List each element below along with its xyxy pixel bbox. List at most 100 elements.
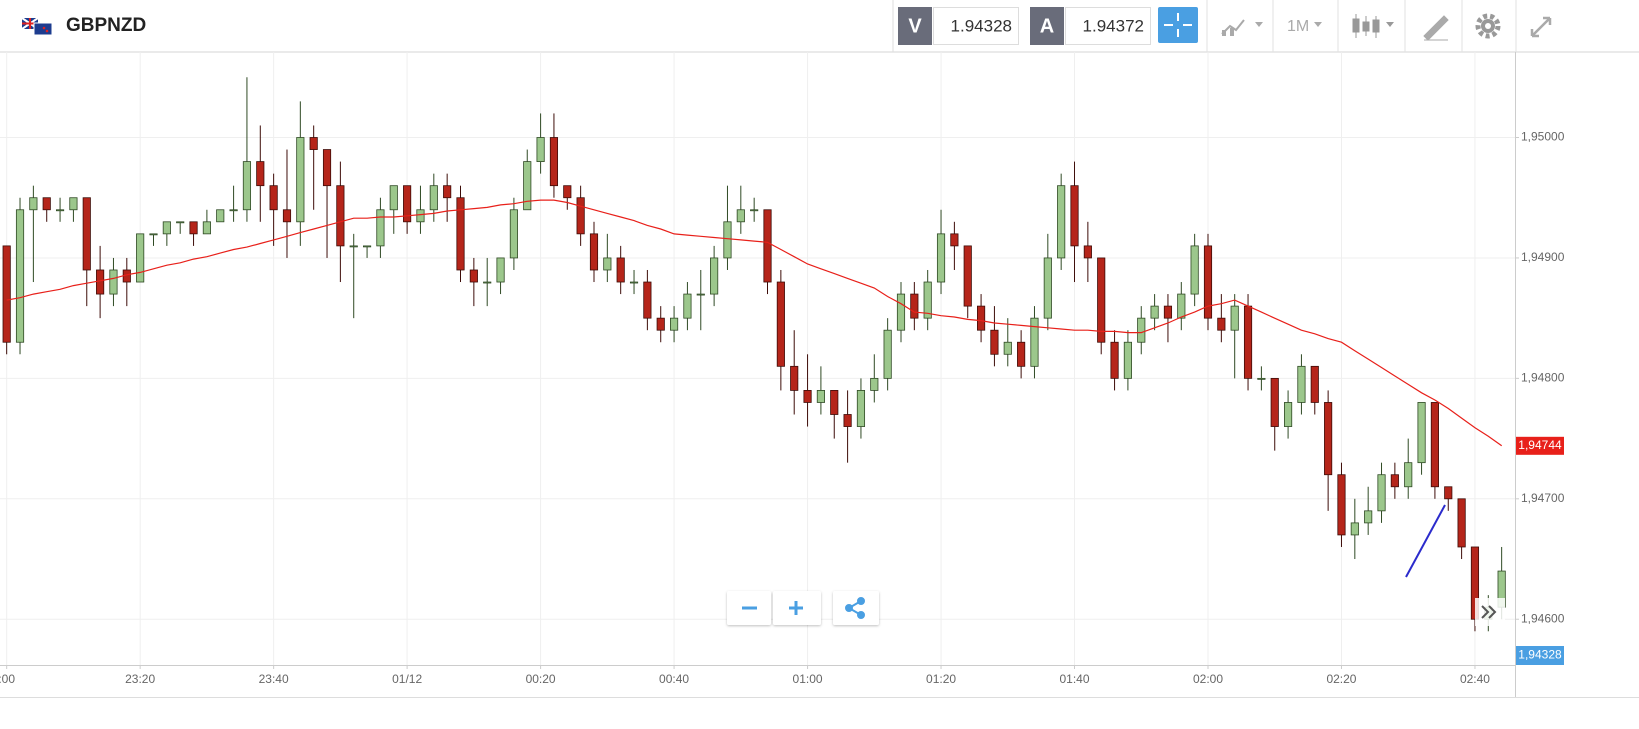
candle-body [816, 390, 825, 403]
toolbar [0, 0, 1639, 52]
candle-body [229, 209, 238, 212]
x-tick-label: 01:00 [793, 672, 823, 686]
candle-body [296, 137, 305, 223]
candle-body [1444, 486, 1453, 500]
candle-body [509, 209, 518, 259]
candle-body [629, 281, 639, 284]
candle-body [443, 185, 452, 199]
candle-body [656, 317, 665, 331]
timeframe[interactable]: 1M [1287, 18, 1309, 35]
candle-body [603, 257, 612, 271]
candle-body [670, 317, 679, 331]
candle-body [990, 329, 999, 355]
candle-body [1270, 377, 1279, 427]
candle-body [362, 245, 372, 248]
candle-body [683, 293, 692, 319]
candle-body [1377, 474, 1386, 512]
chart-type-button[interactable] [1221, 19, 1263, 36]
candle-body [723, 221, 732, 259]
candle-body [1083, 245, 1092, 259]
candle-body [1137, 317, 1146, 343]
candle-body [1057, 185, 1066, 259]
fullscreen-button[interactable] [1530, 16, 1552, 38]
candle-body [96, 269, 105, 295]
candle-body [1324, 402, 1333, 476]
candle-body [1030, 317, 1039, 367]
flag [21, 17, 53, 36]
candle-body [750, 209, 759, 212]
candle-body [162, 221, 171, 235]
bid-button[interactable] [898, 7, 932, 45]
candle-body [456, 197, 465, 271]
candle-body [643, 281, 652, 319]
y-tick-label: 1,94600 [1521, 611, 1565, 625]
candle-body [1297, 365, 1306, 403]
share-button[interactable] [833, 591, 879, 625]
candle-body [82, 197, 91, 271]
grid [0, 52, 1515, 665]
candle-body [136, 233, 145, 283]
candle-body [536, 137, 545, 162]
candle-body [616, 257, 625, 283]
candle-body [483, 281, 492, 284]
candle-body [216, 209, 225, 223]
scroll-right-icon [1481, 605, 1497, 619]
candle-body [736, 209, 745, 223]
candle-body [189, 221, 198, 235]
candle-body [109, 269, 118, 295]
candle-body [923, 281, 932, 319]
candle-body [1417, 402, 1426, 464]
draw-button[interactable] [1423, 15, 1449, 41]
scroll-right-button[interactable] [1475, 598, 1505, 626]
candle-body [336, 185, 345, 247]
ask-button[interactable] [1030, 7, 1064, 45]
candle-body [790, 365, 799, 391]
timeframe-caret [1314, 22, 1322, 27]
settings-button[interactable] [1475, 13, 1501, 39]
candle-body [1190, 245, 1199, 295]
ticks: 1,94600 1,94700 1,94800 1,94900 1,95000:00 23… [0, 130, 1565, 686]
candle-body [1097, 257, 1106, 343]
candle-body [977, 305, 986, 331]
x-tick-label: 02:40 [1460, 672, 1490, 686]
x-tick-label: 23:40 [259, 672, 289, 686]
candle-body [389, 185, 398, 211]
ask-price: 1.94372 [1083, 16, 1144, 35]
candle-body [282, 209, 292, 223]
candle-body [1110, 341, 1119, 379]
candle-body [883, 329, 892, 379]
candle-body [589, 233, 599, 271]
y-tick-label: 1,94800 [1521, 371, 1565, 385]
candle-body [256, 161, 265, 187]
symbol: GBPNZD [66, 15, 146, 36]
candle-type-button[interactable] [1352, 14, 1394, 38]
candle-body [856, 390, 866, 427]
candle-body [1217, 317, 1226, 331]
bid-letter: V [908, 15, 922, 37]
candle-body [576, 197, 585, 235]
candle-body [176, 221, 185, 224]
candle-body [2, 245, 11, 343]
candle-body [1123, 341, 1132, 379]
candle-body [803, 390, 812, 403]
separators [1206, 0, 1517, 52]
ma-price-label: 1,94744 [1518, 438, 1562, 452]
candle-body [1337, 474, 1346, 536]
x-tick-label: 01:20 [926, 672, 956, 686]
plot-area [2, 77, 1506, 632]
candle-body [563, 185, 572, 199]
candle-body [1070, 185, 1079, 247]
crosshair-button[interactable] [1158, 7, 1198, 43]
ask-letter: A [1040, 15, 1054, 37]
candle-body [1430, 402, 1439, 488]
candle-body [776, 281, 785, 367]
x-tick-label: 01/12 [392, 672, 422, 686]
moving-average [6, 199, 1503, 447]
candle-body [42, 197, 51, 211]
y-tick-label: 1,94700 [1521, 491, 1565, 505]
candle-body [1150, 305, 1159, 319]
candle-body [1390, 474, 1399, 488]
candle-body [1017, 341, 1026, 367]
bid-price-badge [1516, 646, 1564, 665]
